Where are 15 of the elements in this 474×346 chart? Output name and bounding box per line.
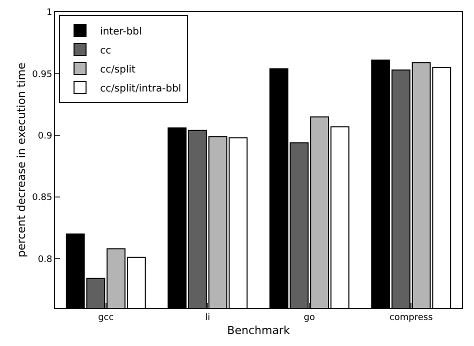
y-tick-label: 1	[46, 8, 52, 18]
legend-label: cc/split	[100, 64, 136, 76]
x-tick-label: li	[205, 312, 210, 323]
y-tick-label: 0.85	[32, 193, 52, 204]
x-tick-label: gcc	[98, 312, 114, 323]
legend-label: cc/split/intra-bbl	[100, 83, 182, 94]
y-tick-label: 0.9	[38, 131, 52, 142]
legend-label: cc	[100, 45, 112, 56]
y-tick-label: 0.8	[38, 254, 52, 265]
x-tick-label: go	[304, 312, 316, 323]
legend-label: inter-bbl	[100, 26, 142, 38]
x-axis-title: Benchmark	[227, 324, 290, 337]
y-tick-label: 0.95	[32, 70, 52, 80]
x-tick-label: compress	[389, 312, 434, 323]
y-axis-title: percent decrease in execution time	[14, 62, 28, 258]
